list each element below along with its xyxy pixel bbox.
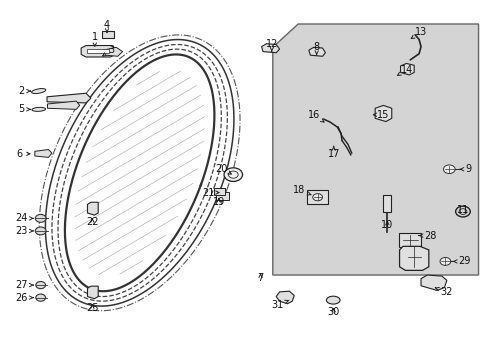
Text: 22: 22 [86,217,99,227]
Text: 11: 11 [456,206,468,216]
Text: 17: 17 [327,147,339,159]
Circle shape [35,227,46,235]
Text: 15: 15 [372,110,389,120]
Circle shape [224,168,242,181]
Text: 18: 18 [292,185,310,195]
Polygon shape [47,93,91,103]
Polygon shape [87,49,109,53]
Polygon shape [272,24,478,275]
Text: 26: 26 [15,293,33,303]
Polygon shape [103,47,122,56]
Polygon shape [400,63,413,75]
Text: 27: 27 [15,280,33,290]
Text: 30: 30 [327,307,339,317]
Text: 19: 19 [212,197,224,207]
Polygon shape [35,149,52,157]
Text: 21: 21 [203,188,219,198]
Polygon shape [420,275,446,291]
Polygon shape [87,202,98,215]
Circle shape [36,294,45,301]
Text: 4: 4 [104,20,110,32]
Text: 12: 12 [265,39,277,51]
Polygon shape [261,44,279,53]
Polygon shape [276,291,294,304]
Polygon shape [383,195,390,212]
Text: 6: 6 [16,149,30,159]
Polygon shape [47,101,80,109]
Text: 2: 2 [19,86,30,96]
Polygon shape [81,45,115,57]
Text: 10: 10 [381,220,393,230]
Text: 24: 24 [15,213,33,223]
Polygon shape [213,188,224,195]
Circle shape [439,257,450,265]
Circle shape [36,282,45,289]
Polygon shape [215,192,229,200]
Text: 20: 20 [215,163,231,174]
Text: 31: 31 [270,300,288,310]
Polygon shape [399,246,428,270]
Text: 3: 3 [102,45,115,56]
Ellipse shape [32,107,45,111]
Circle shape [443,165,454,174]
Text: 29: 29 [452,256,470,266]
Polygon shape [399,233,420,247]
Text: 32: 32 [434,287,452,297]
Text: 5: 5 [19,104,30,114]
Text: 8: 8 [313,42,319,55]
Circle shape [35,215,46,222]
Text: 14: 14 [397,64,412,76]
Text: 13: 13 [410,27,426,39]
Polygon shape [87,286,98,299]
Ellipse shape [32,89,46,94]
Text: 16: 16 [307,111,324,122]
Text: 23: 23 [15,226,33,236]
Polygon shape [374,105,391,122]
Text: 9: 9 [459,164,471,174]
Polygon shape [102,31,114,38]
Text: 1: 1 [92,32,98,46]
Text: 25: 25 [86,303,99,314]
Ellipse shape [326,296,339,304]
Polygon shape [307,190,327,204]
Polygon shape [308,47,325,56]
Text: 7: 7 [257,273,263,283]
Circle shape [312,194,322,201]
Text: 28: 28 [418,231,436,240]
